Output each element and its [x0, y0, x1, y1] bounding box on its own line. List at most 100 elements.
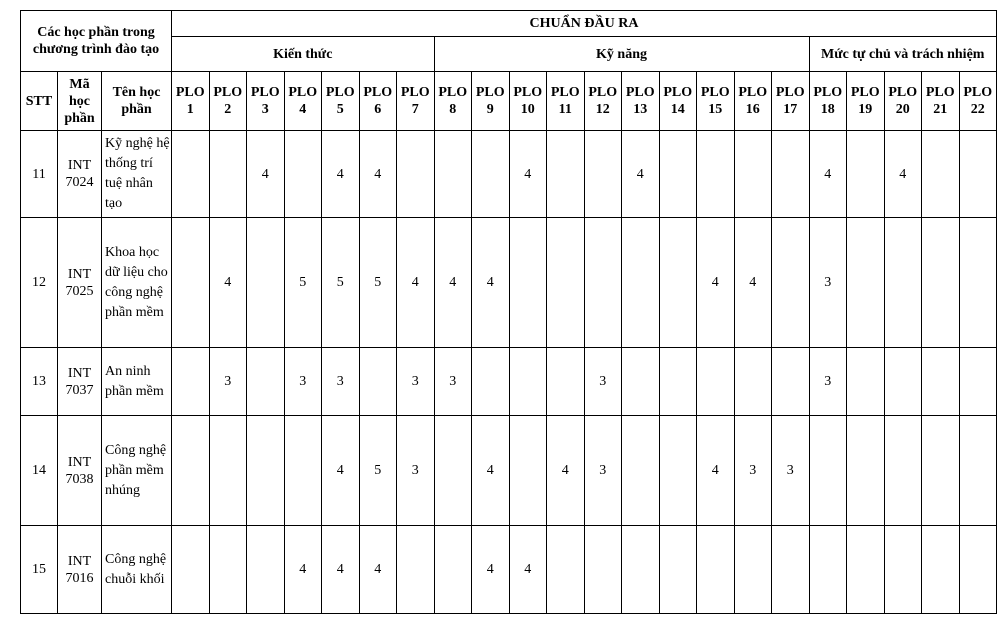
plo-value-cell: 4: [246, 130, 285, 218]
plo-number: 12: [595, 102, 610, 117]
code-header: Mã học phần: [57, 71, 102, 131]
name-cell: An ninh phần mềm: [101, 347, 172, 416]
name-cell: Công nghệ phần mềm nhúng: [101, 415, 172, 526]
plo-value-cell: 4: [433, 217, 472, 348]
plo-value-cell: [771, 525, 810, 614]
course-group-header: Các học phần trong chương trình đào tạo: [20, 10, 172, 72]
plo-value-cell: 4: [733, 217, 772, 348]
plo-value-cell: [846, 130, 885, 218]
plo-value-cell: 3: [583, 415, 622, 526]
plo-value-cell: [921, 347, 960, 416]
plo-value-cell: [883, 347, 922, 416]
plo-value-cell: [358, 347, 397, 416]
stt-cell: 13: [20, 347, 58, 416]
plo-header: PLO 12: [583, 71, 622, 131]
plo-value-cell: [246, 347, 285, 416]
plo-number: 21: [933, 102, 948, 117]
plo-value-cell: [846, 525, 885, 614]
table-row: 12 INT 7025 Khoa học dữ liệu cho công nghệ…: [20, 217, 997, 348]
plo-value-cell: [958, 130, 997, 218]
plo-number: 11: [558, 102, 572, 117]
plo-value-cell: [433, 130, 472, 218]
plo-value-cell: [396, 525, 435, 614]
plo-header: PLO 17: [771, 71, 810, 131]
plo-number: 9: [486, 102, 494, 117]
plo-value-cell: 4: [508, 130, 547, 218]
table-row: 14 INT 7038 Công nghệ phần mềm nhúng 4 5 3 4 4 3…: [20, 415, 997, 526]
plo-value-cell: [696, 525, 735, 614]
plo-prefix: PLO: [213, 85, 243, 100]
plo-value-cell: [583, 217, 622, 348]
plo-header: PLO 14: [658, 71, 697, 131]
plo-number: 10: [520, 102, 535, 117]
plo-value-cell: 4: [696, 217, 735, 348]
code-cell: INT 7016: [57, 525, 102, 614]
plo-value-cell: 4: [396, 217, 435, 348]
plo-value-cell: 5: [358, 217, 397, 348]
plo-prefix: PLO: [288, 85, 318, 100]
plo-header: PLO 11: [546, 71, 585, 131]
plo-prefix: PLO: [813, 85, 843, 100]
plo-value-cell: [621, 415, 660, 526]
plo-value-cell: [171, 217, 210, 348]
plo-value-cell: [696, 130, 735, 218]
plo-value-cell: 4: [321, 415, 360, 526]
stt-cell: 14: [20, 415, 58, 526]
plo-header: PLO 3: [246, 71, 285, 131]
outcomes-header: CHUẨN ĐẦU RA: [171, 10, 997, 37]
plo-value-cell: [696, 347, 735, 416]
plo-value-cell: [658, 415, 697, 526]
plo-prefix: PLO: [400, 85, 430, 100]
plo-header: PLO 15: [696, 71, 735, 131]
plo-value-cell: 3: [771, 415, 810, 526]
plo-value-cell: [808, 525, 847, 614]
plo-value-cell: [658, 217, 697, 348]
plo-value-cell: [846, 347, 885, 416]
plo-prefix: PLO: [888, 85, 918, 100]
plo-header: PLO 19: [846, 71, 885, 131]
plo-value-cell: [621, 525, 660, 614]
plo-value-cell: 3: [396, 347, 435, 416]
plo-value-cell: [958, 415, 997, 526]
name-header: Tên học phần: [101, 71, 172, 131]
plo-header: PLO 4: [283, 71, 322, 131]
plo-prefix: PLO: [250, 85, 280, 100]
plo-value-cell: [658, 525, 697, 614]
code-cell: INT 7038: [57, 415, 102, 526]
plo-value-cell: [958, 347, 997, 416]
plo-number: 22: [970, 102, 985, 117]
plo-number: 15: [708, 102, 723, 117]
plo-value-cell: 4: [208, 217, 247, 348]
plo-header: PLO 13: [621, 71, 660, 131]
plo-value-cell: [171, 415, 210, 526]
plo-value-cell: [921, 415, 960, 526]
stt-header: STT: [20, 71, 58, 131]
plo-value-cell: [471, 130, 510, 218]
plo-prefix: PLO: [588, 85, 618, 100]
plo-header: PLO 16: [733, 71, 772, 131]
plo-value-cell: [771, 217, 810, 348]
plo-value-cell: [433, 415, 472, 526]
plo-value-cell: 5: [358, 415, 397, 526]
plo-value-cell: [733, 347, 772, 416]
plo-value-cell: [921, 525, 960, 614]
plo-value-cell: [208, 130, 247, 218]
plo-number: 2: [224, 102, 232, 117]
plo-value-cell: [846, 415, 885, 526]
plo-number: 6: [374, 102, 382, 117]
plo-value-cell: [733, 525, 772, 614]
plo-value-cell: 5: [321, 217, 360, 348]
plo-value-cell: 4: [883, 130, 922, 218]
plo-number: 4: [299, 102, 307, 117]
plo-header: PLO 10: [508, 71, 547, 131]
plo-value-cell: [771, 347, 810, 416]
stt-cell: 15: [20, 525, 58, 614]
code-cell: INT 7024: [57, 130, 102, 218]
plo-value-cell: 4: [358, 525, 397, 614]
plo-value-cell: [883, 525, 922, 614]
plo-value-cell: [283, 415, 322, 526]
plo-value-cell: 3: [583, 347, 622, 416]
plo-value-cell: [208, 525, 247, 614]
plo-value-cell: [171, 347, 210, 416]
plo-value-cell: [583, 525, 622, 614]
